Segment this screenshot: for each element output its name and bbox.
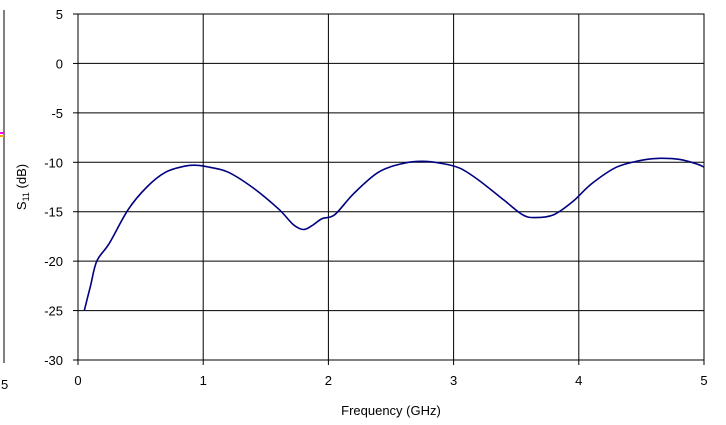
y-tick-label: -5 — [51, 106, 63, 121]
series-line-s11 — [83, 157, 705, 311]
y-tick-label: -25 — [44, 304, 63, 319]
x-tick-label: 1 — [200, 373, 207, 388]
y-axis-title-main: S — [14, 201, 29, 210]
left-fragment-tick-label: 5 — [1, 377, 8, 392]
y-tick-label: -20 — [44, 254, 63, 269]
y-tick-label: 0 — [56, 56, 63, 71]
x-axis-title: Frequency (GHz) — [341, 403, 441, 418]
plot-area — [77, 13, 705, 361]
grid-lines — [77, 13, 705, 361]
x-tick-label: 5 — [700, 373, 707, 388]
x-tick-label: 0 — [74, 373, 81, 388]
y-axis-title-unit: (dB) — [14, 164, 29, 192]
y-axis-title: S11 (dB) — [14, 164, 31, 210]
y-tick-label: 5 — [56, 7, 63, 22]
plot-frame — [77, 13, 705, 361]
x-tick-label: 4 — [575, 373, 582, 388]
x-tick-label: 3 — [450, 373, 457, 388]
y-tick-label: -10 — [44, 155, 63, 170]
y-tick-label: -15 — [44, 205, 63, 220]
x-tick-label: 2 — [325, 373, 332, 388]
y-tick-label: -30 — [44, 353, 63, 368]
y-axis-title-subscript: 11 — [21, 192, 31, 201]
left-neighbor-chart-fragment: 5 — [0, 10, 8, 392]
y-axis-ticks: 5 0 -5 -10 -15 -20 -25 -30 — [44, 7, 78, 368]
x-axis-ticks: 0 1 2 3 4 5 — [74, 360, 708, 388]
